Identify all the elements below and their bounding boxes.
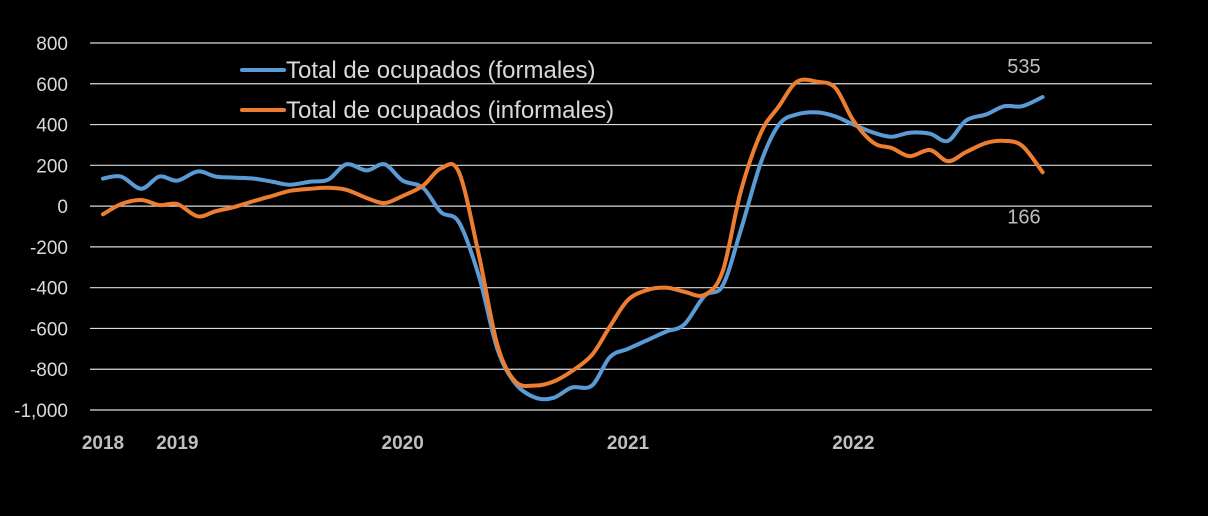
end-value-label: 535 — [1007, 56, 1040, 78]
x-tick-label: 2021 — [607, 433, 650, 454]
x-tick-label: 2020 — [382, 433, 424, 454]
series-line-formales — [101, 95, 1045, 402]
y-tick-label: -200 — [30, 238, 68, 259]
end-value-label: 166 — [1007, 206, 1040, 228]
series-line-informales — [101, 77, 1045, 389]
y-tick-label: 400 — [36, 116, 68, 137]
y-tick-label: -400 — [30, 279, 68, 300]
y-tick-label: -800 — [30, 360, 68, 381]
series-lines — [101, 77, 1045, 402]
y-tick-label: 600 — [36, 75, 68, 96]
legend-label: Total de ocupados (informales) — [286, 97, 614, 124]
x-tick-label: 2019 — [156, 433, 198, 454]
y-tick-label: -600 — [30, 319, 68, 340]
end-labels: 535 166 — [1007, 56, 1040, 228]
y-axis-ticks: 800 600 400 200 0 -200 -400 -600 -800 -1,000 — [14, 34, 68, 422]
x-tick-label: 2022 — [832, 433, 874, 454]
x-axis-ticks: 2018 2019 2020 2021 2022 — [82, 433, 875, 454]
gridlines — [90, 42, 1152, 411]
y-tick-label: 800 — [36, 34, 68, 55]
legend-label: Total de ocupados (formales) — [286, 57, 596, 84]
y-tick-label: 0 — [57, 197, 68, 218]
x-tick-label: 2018 — [82, 433, 124, 454]
legend: Total de ocupados (formales) Total de ocu… — [240, 57, 614, 124]
y-tick-label: -1,000 — [14, 401, 68, 422]
y-tick-label: 200 — [36, 156, 68, 177]
